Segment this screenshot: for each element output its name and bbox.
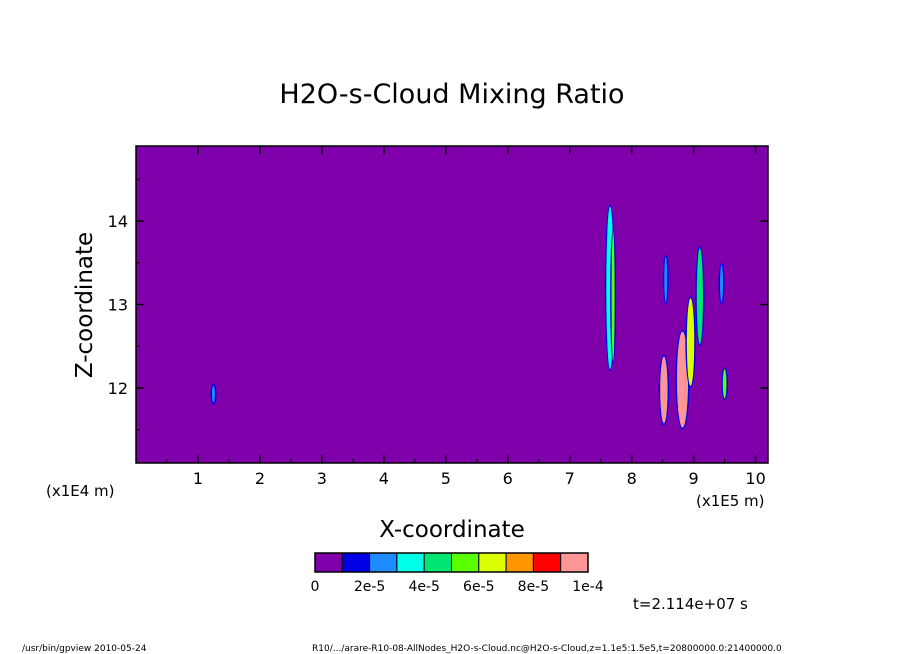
cloud-feature — [722, 369, 727, 399]
colorbar-tick-label: 8e-5 — [518, 579, 549, 595]
cloud-feature — [611, 231, 615, 361]
x-tick-label: 9 — [689, 469, 699, 488]
chart-title: H2O-s-Cloud Mixing Ratio — [279, 79, 624, 110]
colorbar-swatch — [341, 552, 371, 573]
colorbar-frame — [314, 552, 589, 573]
x-tick-label: 2 — [255, 469, 265, 488]
colorbar-swatch — [505, 552, 534, 573]
x-tick-label: 8 — [627, 469, 637, 488]
y-tick-label: 12 — [108, 379, 128, 398]
colorbar-tick-label: 6e-5 — [463, 579, 494, 595]
cloud-feature — [720, 264, 724, 303]
colorbar: 0 2e-5 4e-5 6e-5 8e-5 1e-4 — [311, 552, 604, 595]
cloud-feature — [686, 298, 695, 386]
x-tick-label: 5 — [441, 469, 451, 488]
x-tick-label: 6 — [503, 469, 513, 488]
x-tick-label: 10 — [745, 469, 765, 488]
colorbar-swatch — [532, 552, 562, 573]
x-axis-label: X-coordinate — [379, 517, 525, 543]
y-axis-label: Z-coordinate — [72, 232, 98, 378]
plot-background — [136, 146, 768, 463]
cloud-feature — [664, 256, 668, 303]
y-tick-label: 13 — [108, 296, 128, 315]
y-tick-label: 14 — [108, 212, 128, 231]
colorbar-tick-label: 4e-5 — [408, 579, 439, 595]
x-tick-label: 1 — [193, 469, 203, 488]
colorbar-tick-label: 0 — [311, 579, 320, 595]
footer-right: R10/.../arare-R10-08-AllNodes_H2O-s-Clou… — [312, 644, 782, 654]
x-tick-label: 4 — [379, 469, 389, 488]
colorbar-swatch — [396, 552, 425, 573]
cloud-feature — [211, 385, 215, 403]
colorbar-swatch — [423, 552, 453, 573]
colorbar-tick-label: 2e-5 — [354, 579, 385, 595]
x-scale-note: (x1E5 m) — [696, 492, 765, 510]
footer-left: /usr/bin/gpview 2010-05-24 — [22, 644, 147, 654]
cloud-feature — [676, 331, 689, 428]
y-scale-note: (x1E4 m) — [46, 482, 115, 500]
colorbar-swatch — [451, 552, 480, 573]
x-tick-label: 3 — [317, 469, 327, 488]
colorbar-swatch — [560, 552, 589, 573]
cloud-feature — [696, 248, 703, 345]
colorbar-swatch — [478, 552, 507, 573]
colorbar-swatch — [314, 552, 343, 573]
colorbar-swatch — [369, 552, 398, 573]
cloud-feature — [660, 356, 668, 424]
x-tick-label: 7 — [565, 469, 575, 488]
time-label: t=2.114e+07 s — [633, 595, 748, 613]
colorbar-tick-label: 1e-4 — [572, 579, 604, 595]
